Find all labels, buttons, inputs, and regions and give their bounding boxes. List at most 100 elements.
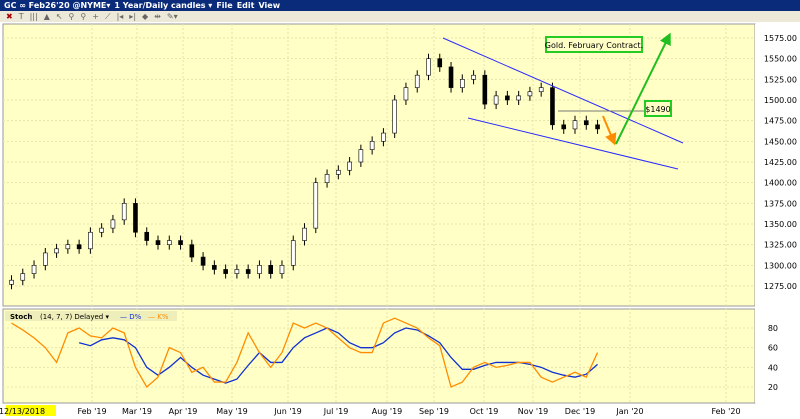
candle	[178, 240, 183, 245]
price-tick-label: 1350.00	[764, 220, 797, 229]
price-tick-label: 1575.00	[764, 34, 797, 43]
price-tick-label: 1425.00	[764, 158, 797, 167]
price-tick-label: 1550.00	[764, 55, 797, 64]
candle	[381, 132, 386, 142]
date-tick-label: Feb '20	[711, 407, 740, 416]
pan-left-icon[interactable]: |◂	[116, 12, 124, 21]
price-tick-label: 1500.00	[764, 96, 797, 105]
candle	[245, 269, 251, 274]
price-tick-label: 1475.00	[764, 117, 797, 126]
candle	[527, 91, 533, 97]
candle	[448, 66, 454, 88]
close-icon[interactable]: ✖	[6, 12, 13, 21]
date-tick-label: May '19	[216, 407, 247, 416]
up-arrow	[615, 32, 671, 145]
candle	[133, 203, 138, 233]
candle	[65, 244, 71, 250]
candle	[257, 265, 262, 274]
date-highlight	[6, 405, 56, 416]
candle	[88, 231, 93, 250]
trendline-icon[interactable]: ⟋	[104, 12, 111, 21]
candle	[336, 169, 341, 175]
annotation-label: Gold. February Contract.	[545, 41, 643, 50]
legend-d: — D%	[120, 313, 142, 321]
stoch-tick-label: 80	[768, 324, 778, 333]
menu-view[interactable]: View	[258, 1, 281, 10]
split-icon[interactable]: ⇹	[154, 12, 161, 21]
symbol-selector[interactable]: GC ∞ Feb26'20 @NYME▾	[4, 1, 111, 10]
candle	[437, 58, 443, 68]
title-bar: GC ∞ Feb26'20 @NYME▾ 1 Year/Daily candles…	[0, 0, 800, 11]
bar-chart-icon[interactable]: |||	[29, 12, 38, 21]
text-icon[interactable]: T	[18, 12, 24, 21]
stoch-tick-label: 20	[768, 383, 778, 392]
date-tick-label: Mar '19	[122, 407, 152, 416]
price-tick-label: 1275.00	[764, 282, 797, 291]
stoch-panel	[2, 308, 756, 404]
zoom-in-icon[interactable]: ⚲	[68, 12, 75, 21]
pan-right-icon[interactable]: ▸|	[129, 12, 137, 21]
candle	[20, 273, 26, 281]
candle	[121, 203, 127, 221]
candle	[369, 141, 375, 150]
candle	[302, 227, 307, 241]
price-label: $1490	[645, 105, 670, 114]
area-chart-icon[interactable]: ▲	[43, 12, 50, 21]
price-tick-label: 1450.00	[764, 137, 797, 146]
stoch-legend	[5, 311, 177, 321]
zoom-out-icon[interactable]: ⚲	[80, 12, 87, 21]
date-tick-label: Feb '19	[77, 407, 106, 416]
candle	[550, 87, 555, 126]
candle	[155, 240, 161, 245]
stoch-tick-label: 40	[768, 363, 778, 372]
candle	[482, 74, 488, 105]
candle	[561, 124, 567, 130]
stoch-title: Stoch	[10, 313, 32, 321]
menu-edit[interactable]: Edit	[236, 1, 255, 10]
price-panel	[2, 23, 756, 307]
candle	[392, 99, 397, 134]
candle	[414, 74, 420, 88]
date-tick-label: Apr '19	[169, 407, 198, 416]
candle	[99, 227, 104, 233]
candle	[144, 231, 150, 241]
candle	[279, 265, 285, 274]
price-label-box	[644, 100, 672, 117]
fit-icon[interactable]: ◆	[142, 12, 149, 21]
k-line	[11, 317, 599, 389]
candle	[426, 58, 431, 76]
candle	[358, 149, 364, 163]
candle	[200, 256, 206, 266]
date-tick-label: Aug '19	[372, 407, 403, 416]
toolbar: ✖ T ||| ▲ ↖ ⚲ ⚲ + ⟋ |◂ ▸| ◆ ⇹ ✎▾	[0, 11, 800, 22]
period-selector[interactable]: 1 Year/Daily candles ▾	[114, 1, 213, 10]
date-tick-label: Oct '19	[470, 407, 499, 416]
candle	[290, 240, 296, 266]
tools-icon[interactable]: ✎▾	[166, 12, 178, 21]
lower-trendline	[467, 117, 679, 170]
candle	[31, 265, 37, 274]
candle	[212, 265, 217, 270]
candle	[505, 95, 510, 101]
candle	[403, 87, 409, 101]
legend-k: — K%	[148, 313, 169, 321]
candle	[493, 95, 499, 105]
candle	[268, 265, 274, 274]
candle	[347, 161, 352, 171]
crosshair-icon[interactable]: +	[92, 12, 99, 21]
date-tick-label: Dec '19	[565, 407, 595, 416]
price-axis	[755, 24, 800, 403]
candle	[9, 279, 14, 285]
date-tick-label: Jul '19	[323, 407, 349, 416]
date-tick-label: Nov '19	[518, 407, 549, 416]
annotation-box	[545, 36, 643, 53]
menu-file[interactable]: File	[216, 1, 233, 10]
candle	[76, 244, 82, 250]
date-tick-label: 12/13/2018	[0, 407, 45, 416]
candle	[324, 174, 330, 183]
d-line	[78, 327, 598, 384]
cursor-icon[interactable]: ↖	[55, 12, 63, 21]
price-tick-label: 1300.00	[764, 261, 797, 270]
candle	[223, 269, 228, 274]
price-tick-label: 1400.00	[764, 179, 797, 188]
